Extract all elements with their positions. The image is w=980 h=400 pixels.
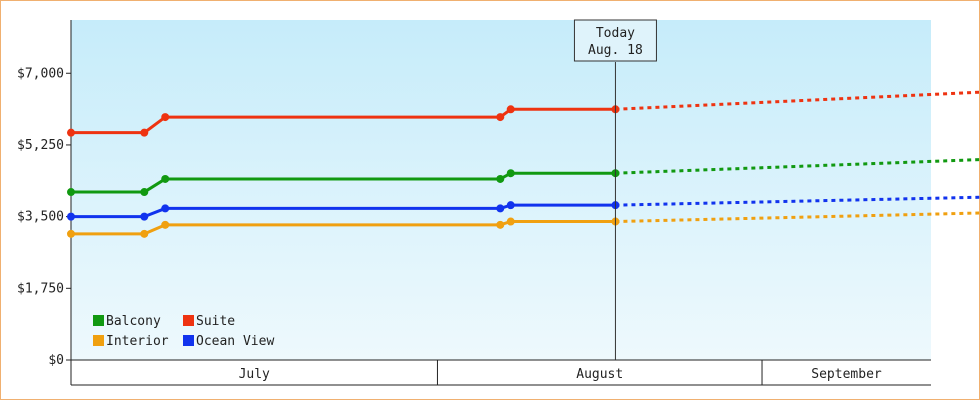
data-point-suite [67, 128, 75, 137]
data-point-interior [506, 217, 515, 226]
data-point-balcony [161, 174, 170, 183]
forecast-line-suite [615, 90, 980, 111]
data-point-interior [496, 220, 505, 229]
series-line-ocean-view [71, 203, 616, 219]
y-tick-label: $3,500 [17, 210, 64, 225]
forecast-line-ocean-view [615, 195, 980, 207]
data-point-interior [67, 229, 75, 238]
series-line-interior [71, 220, 616, 236]
data-point-ocean-view [496, 204, 505, 213]
legend-label-balcony: Balcony [106, 314, 161, 329]
data-point-ocean-view [140, 212, 149, 221]
legend-label-ocean-view: Ocean View [196, 334, 274, 349]
legend-swatch-suite [183, 315, 194, 326]
legend-swatch-interior [93, 335, 104, 346]
data-point-suite [161, 113, 170, 122]
data-point-balcony [67, 188, 75, 197]
data-point-suite [506, 105, 515, 114]
data-point-interior [140, 229, 149, 238]
today-date-label: Aug. 18 [588, 43, 643, 58]
data-point-balcony [496, 174, 505, 183]
month-label: July [239, 367, 270, 382]
legend-swatch-balcony [93, 315, 104, 326]
data-point-ocean-view [67, 212, 75, 221]
legend-swatch-ocean-view [183, 335, 194, 346]
series-line-suite [71, 107, 616, 135]
today-callout [573, 19, 657, 62]
data-point-interior [161, 220, 170, 229]
month-label: September [811, 367, 882, 382]
plot-background [71, 20, 931, 360]
data-point-balcony [506, 169, 515, 178]
series-line-balcony [71, 171, 616, 194]
data-point-balcony [140, 188, 149, 197]
y-tick-label: $5,250 [17, 138, 64, 153]
y-tick-label: $1,750 [17, 281, 64, 296]
legend-label-interior: Interior [106, 334, 169, 349]
forecast-line-balcony [615, 158, 980, 175]
month-label: August [576, 367, 623, 382]
data-point-suite [496, 113, 505, 122]
legend-label-suite: Suite [196, 314, 235, 329]
y-tick-label: $0 [48, 353, 64, 368]
data-point-ocean-view [506, 201, 515, 210]
y-tick-label: $7,000 [17, 66, 64, 81]
data-point-suite [140, 128, 149, 137]
today-label: Today [596, 26, 635, 41]
forecast-line-interior [615, 211, 980, 224]
data-point-ocean-view [161, 204, 170, 213]
